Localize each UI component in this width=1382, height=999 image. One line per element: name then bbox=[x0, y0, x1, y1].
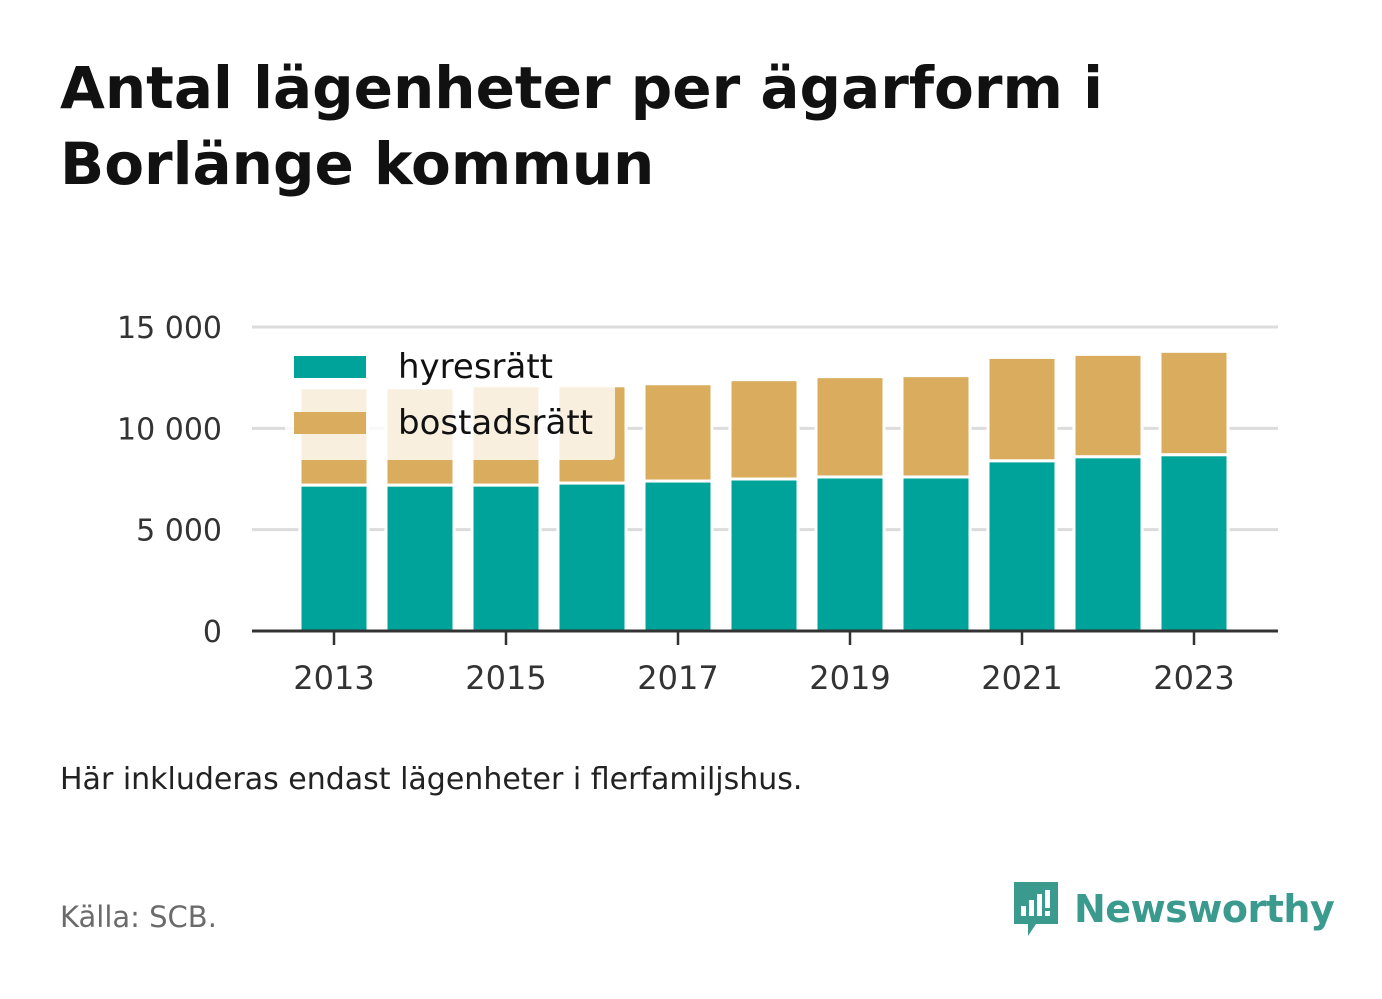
legend: hyresrätt bostadsrätt bbox=[285, 340, 615, 460]
brand-name: Newsworthy bbox=[1074, 887, 1335, 931]
x-tick-label: 2013 bbox=[293, 659, 374, 697]
legend-label-bostadsrätt: bostadsrätt bbox=[398, 403, 593, 443]
y-tick-label: 0 bbox=[203, 615, 222, 650]
bar-hyresrätt-2023 bbox=[1158, 453, 1230, 633]
y-axis-ticks: 0 5 000 10 000 15 000 bbox=[117, 311, 222, 650]
x-tick-label: 2019 bbox=[809, 659, 890, 697]
chart-title: Antal lägenheter per ägarform i Borlänge… bbox=[60, 54, 1104, 198]
bar-hyresrätt-2016 bbox=[556, 481, 628, 633]
bar-hyresrätt-2018 bbox=[728, 477, 800, 633]
bar-hyresrätt-2022 bbox=[1072, 455, 1144, 633]
bar-bostadsrätt-2018 bbox=[728, 378, 800, 481]
brand-logo: Newsworthy bbox=[1010, 878, 1335, 940]
y-tick-label: 10 000 bbox=[117, 412, 222, 447]
bar-hyresrätt-2013 bbox=[298, 483, 370, 633]
x-tick-label: 2017 bbox=[637, 659, 718, 697]
bar-bostadsrätt-2017 bbox=[642, 382, 714, 483]
x-tick-label: 2015 bbox=[465, 659, 546, 697]
chart-note: Här inkluderas endast lägenheter i flerf… bbox=[60, 762, 803, 797]
bar-bostadsrätt-2019 bbox=[814, 375, 886, 479]
bar-hyresrätt-2015 bbox=[470, 483, 542, 633]
x-tick-label: 2021 bbox=[981, 659, 1062, 697]
bar-hyresrätt-2021 bbox=[986, 459, 1058, 633]
y-tick-label: 5 000 bbox=[136, 514, 222, 549]
legend-label-hyresrätt: hyresrätt bbox=[398, 347, 553, 387]
source-label: Källa: SCB. bbox=[60, 900, 217, 934]
bar-hyresrätt-2019 bbox=[814, 475, 886, 633]
y-tick-label: 15 000 bbox=[117, 311, 222, 346]
bar-hyresrätt-2020 bbox=[900, 475, 972, 633]
legend-swatch-bostadsrätt bbox=[294, 412, 366, 434]
bar-hyresrätt-2017 bbox=[642, 479, 714, 633]
x-tick-label: 2023 bbox=[1153, 659, 1234, 697]
bar-bostadsrätt-2022 bbox=[1072, 352, 1144, 459]
bar-hyresrätt-2014 bbox=[384, 483, 456, 633]
bar-bostadsrätt-2020 bbox=[900, 374, 972, 479]
bar-bostadsrätt-2023 bbox=[1158, 349, 1230, 457]
bar-bostadsrätt-2021 bbox=[986, 355, 1058, 463]
x-axis: 2013 2015 2017 2019 2021 2023 bbox=[252, 629, 1278, 697]
newsworthy-logo-icon bbox=[1014, 882, 1058, 936]
legend-swatch-hyresrätt bbox=[294, 356, 366, 378]
legend-box bbox=[285, 340, 615, 460]
